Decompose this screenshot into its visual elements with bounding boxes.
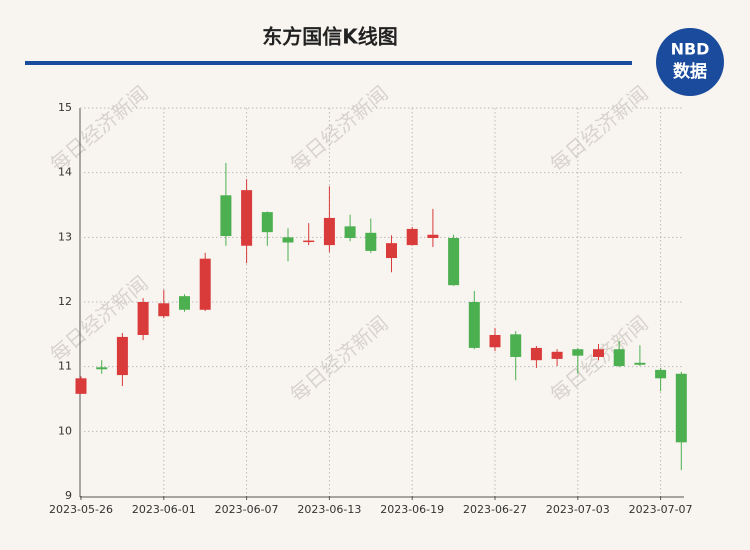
- candle-body: [634, 362, 646, 365]
- candle-body: [199, 258, 211, 310]
- x-tick-label: 2023-05-26: [49, 503, 113, 516]
- candle-body: [386, 243, 397, 259]
- logo-bottom: 数据: [673, 61, 707, 82]
- candle-body: [137, 302, 149, 335]
- candle-body: [510, 334, 522, 357]
- candle-body: [655, 369, 667, 379]
- title-rule: [25, 61, 632, 65]
- y-tick-label: 14: [58, 166, 72, 179]
- x-tick-label: 2023-06-07: [215, 503, 279, 516]
- x-tick-label: 2023-07-07: [629, 503, 693, 516]
- candle-body: [261, 212, 273, 233]
- candle-body: [427, 234, 439, 238]
- x-tick-label: 2023-07-03: [546, 503, 610, 516]
- y-tick-label: 13: [58, 230, 72, 243]
- logo-badge: [656, 28, 724, 96]
- candle-body: [448, 237, 460, 286]
- y-tick-label: 9: [65, 489, 72, 502]
- x-tick-label: 2023-06-27: [463, 503, 527, 516]
- candle-body: [593, 349, 604, 357]
- candle-body: [75, 378, 87, 394]
- candle-body: [613, 349, 625, 367]
- logo-top: NBD: [671, 40, 710, 59]
- y-tick-label: 12: [58, 295, 72, 308]
- candle-body: [116, 336, 128, 376]
- candle-body: [179, 296, 190, 310]
- x-tick-label: 2023-06-19: [380, 503, 444, 516]
- candle-body: [489, 334, 501, 348]
- candle-body: [365, 232, 377, 251]
- y-tick-label: 10: [58, 424, 72, 437]
- candle-body: [303, 240, 315, 243]
- candle-body: [282, 237, 294, 243]
- candle-body: [530, 347, 542, 361]
- candle-body: [406, 228, 418, 246]
- candle-body: [220, 195, 232, 237]
- candle-body: [344, 226, 356, 238]
- candle-body: [323, 217, 335, 246]
- x-tick-label: 2023-06-13: [297, 503, 361, 516]
- chart-title: 东方国信K线图: [262, 25, 398, 49]
- candle-body: [572, 349, 584, 356]
- candle-body: [158, 303, 170, 317]
- y-tick-label: 15: [58, 101, 72, 114]
- candle-body: [675, 373, 687, 443]
- candle-body: [96, 367, 108, 370]
- candle-body: [551, 351, 563, 359]
- candle-body: [241, 190, 253, 246]
- x-tick-label: 2023-06-01: [132, 503, 196, 516]
- y-tick-label: 11: [58, 360, 72, 373]
- candle-body: [468, 302, 480, 348]
